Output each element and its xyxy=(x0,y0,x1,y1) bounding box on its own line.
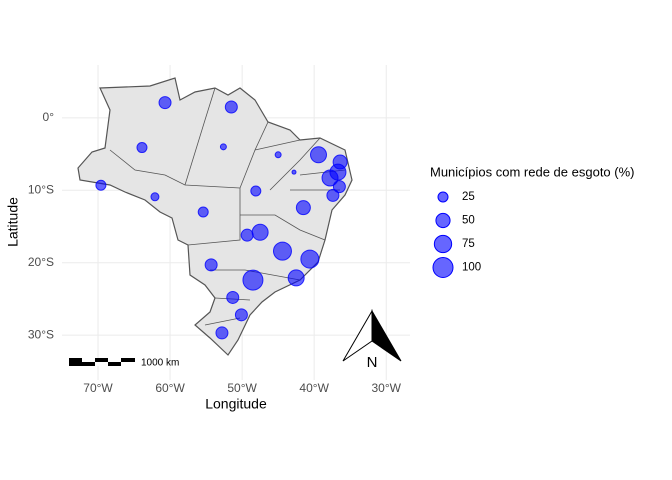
bubble xyxy=(204,258,218,272)
x-tick-label: 60°W xyxy=(155,381,185,395)
legend-label: 50 xyxy=(462,215,475,227)
north-arrow: N xyxy=(342,309,402,371)
bubble xyxy=(300,249,320,269)
y-axis-title: Latitude xyxy=(5,197,21,247)
legend-label: 25 xyxy=(462,191,475,203)
x-tick-label: 30°W xyxy=(371,381,401,395)
bubble xyxy=(242,269,264,291)
legend-key xyxy=(437,191,449,203)
x-tick-label: 70°W xyxy=(83,381,113,395)
bubble xyxy=(250,185,262,197)
bubble xyxy=(287,269,305,287)
legend-key xyxy=(432,257,454,278)
bubble xyxy=(197,206,209,218)
bubble xyxy=(291,169,297,175)
scale-bar-segment xyxy=(82,358,95,362)
bubble xyxy=(234,308,248,322)
legend-label: 100 xyxy=(462,262,481,274)
legend-key xyxy=(435,212,451,229)
bubble xyxy=(272,241,292,261)
scale-bar: 1000 km xyxy=(69,358,179,369)
points-layer xyxy=(95,96,348,340)
bubble xyxy=(326,188,340,202)
y-tick-label: 0° xyxy=(43,110,55,124)
bubble xyxy=(219,143,227,151)
bubble xyxy=(309,146,327,164)
x-axis-title: Longitude xyxy=(205,396,267,412)
bubble xyxy=(224,100,238,114)
bubble xyxy=(136,142,148,154)
bubble xyxy=(226,290,240,304)
bubble xyxy=(150,192,160,202)
scale-bar-segment xyxy=(95,362,108,366)
bubble xyxy=(321,169,339,187)
scale-bar-segment xyxy=(108,358,121,362)
country-outline xyxy=(77,77,353,356)
bubble xyxy=(332,180,346,194)
y-tick-label: 10°S xyxy=(28,182,54,196)
y-tick-label: 30°S xyxy=(28,327,54,341)
legend-title: Municípios com rede de esgoto (%) xyxy=(430,164,634,179)
bubble xyxy=(251,223,269,241)
bubble xyxy=(95,179,107,191)
bubble xyxy=(274,151,282,159)
legend-key xyxy=(433,234,453,254)
y-tick-label: 20°S xyxy=(28,255,54,269)
x-tick-label: 40°W xyxy=(299,381,329,395)
legend: 25 50 75 100 xyxy=(432,191,481,278)
legend-label: 75 xyxy=(462,238,475,250)
bubble xyxy=(295,200,311,216)
bubble xyxy=(215,326,229,340)
north-arrow-right xyxy=(371,309,402,362)
north-label: N xyxy=(367,354,378,371)
scale-bar-segment xyxy=(121,362,135,366)
x-tick-label: 50°W xyxy=(227,381,257,395)
scale-bar-label: 1000 km xyxy=(141,358,179,369)
bubble xyxy=(158,96,172,110)
bubble xyxy=(240,228,254,242)
